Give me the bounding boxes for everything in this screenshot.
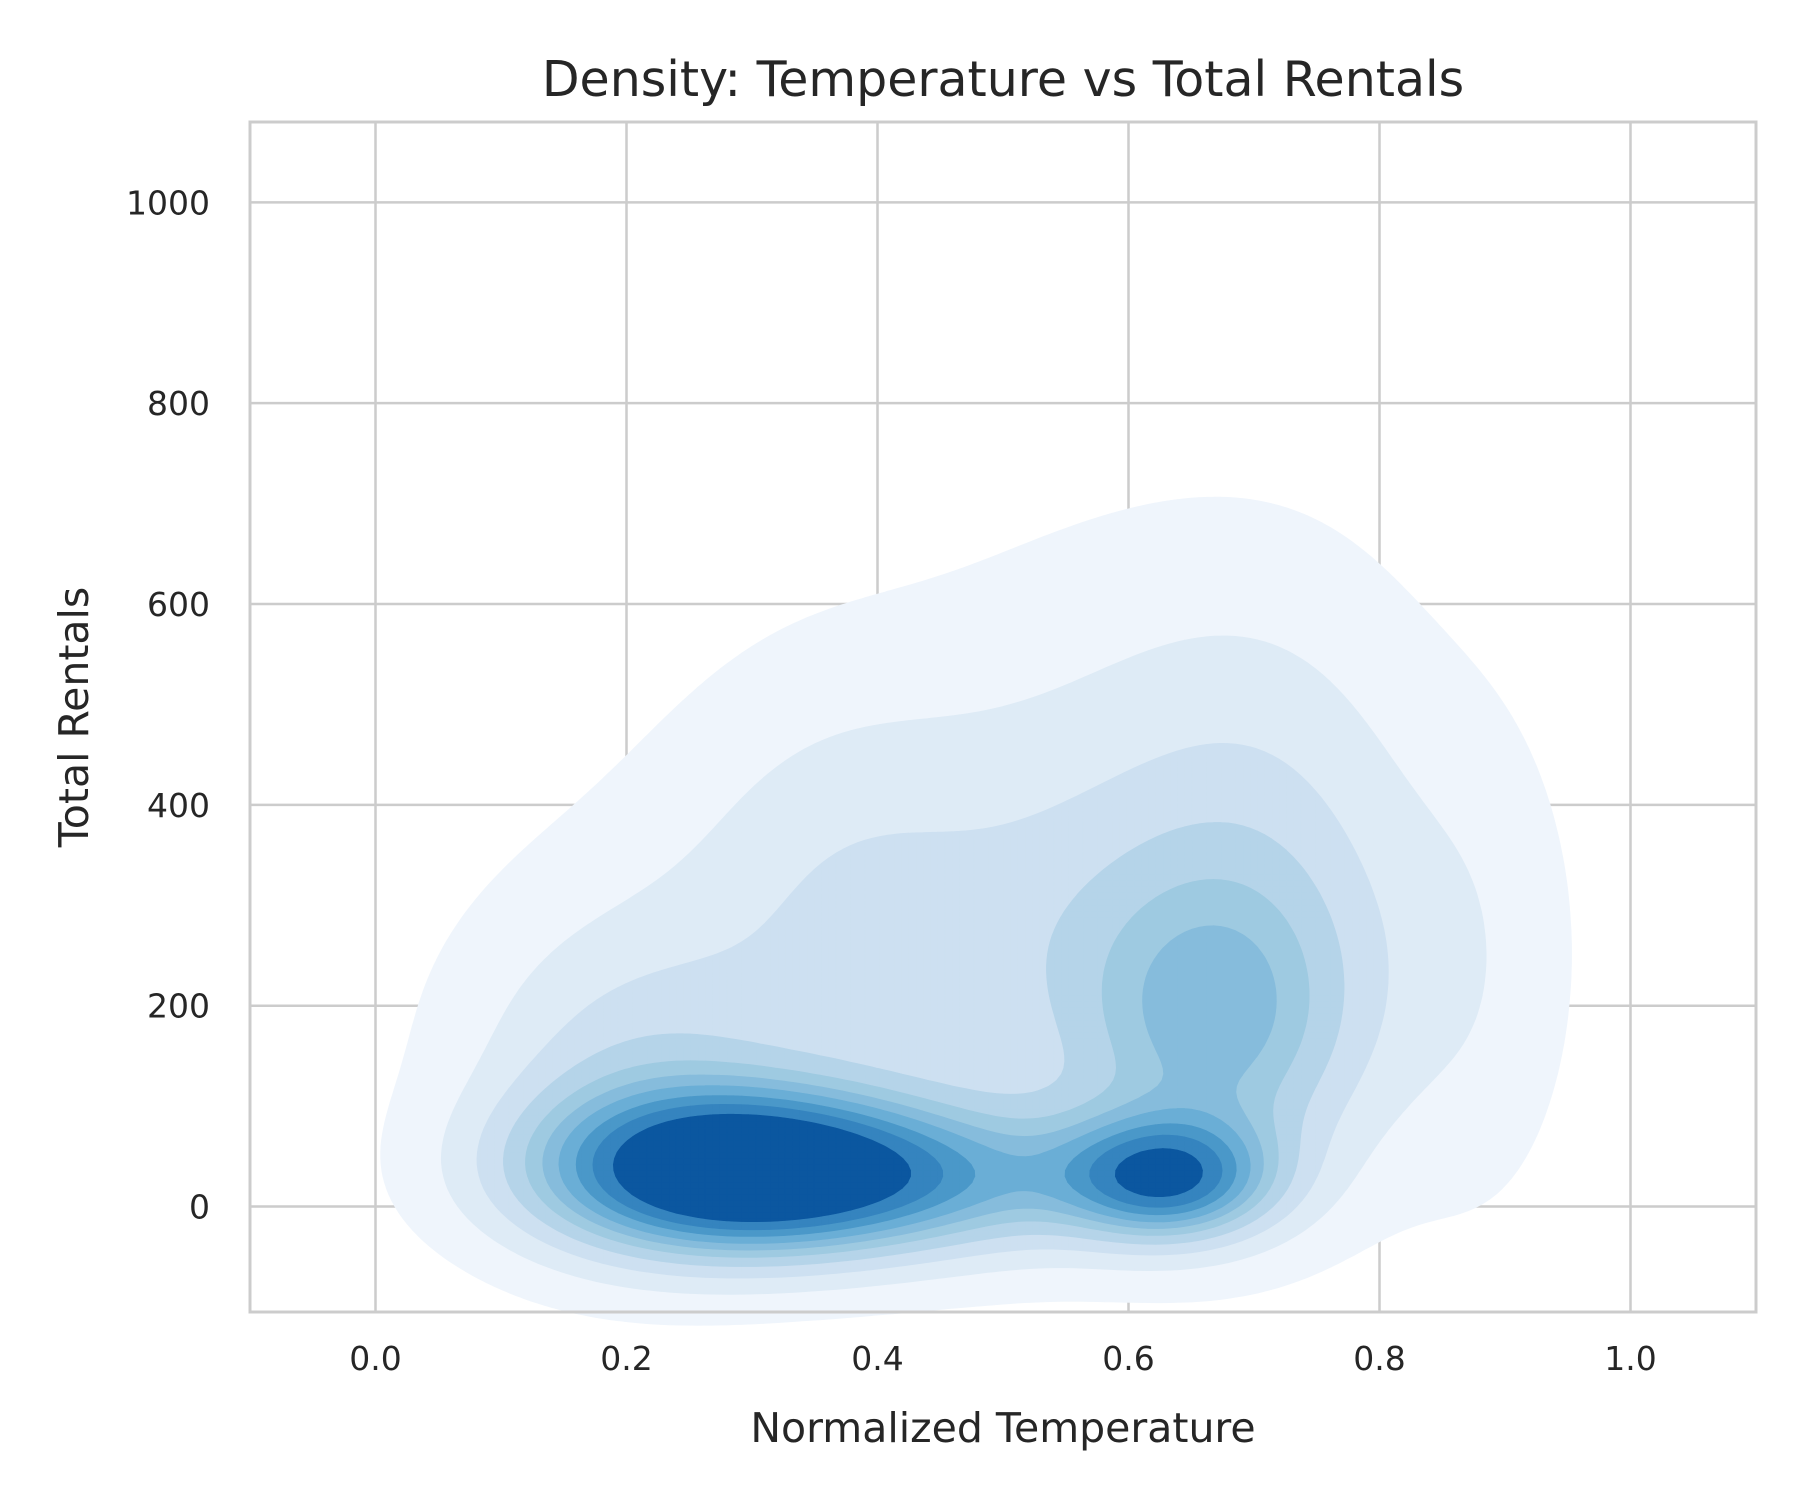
density-contours	[380, 496, 1572, 1326]
x-axis-label: Normalized Temperature	[750, 1404, 1255, 1452]
x-tick-label: 0.2	[600, 1339, 652, 1378]
x-tick-label: 0.4	[851, 1339, 903, 1378]
y-tick-label: 1000	[126, 183, 210, 222]
y-tick-label: 0	[189, 1188, 210, 1227]
x-tick-label: 0.6	[1102, 1339, 1154, 1378]
y-tick-label: 400	[147, 786, 210, 825]
chart-title: Density: Temperature vs Total Rentals	[542, 51, 1464, 108]
x-tick-label: 1.0	[1604, 1339, 1656, 1378]
y-tick-label: 200	[147, 987, 210, 1026]
tick-labels: 0.0 0.2 0.4 0.6 0.8 1.0 0 200 400 600 800 1000	[126, 183, 1657, 1378]
density-level-10	[612, 1113, 1204, 1223]
x-tick-label: 0.0	[349, 1339, 401, 1378]
y-axis-label: Total Rentals	[50, 587, 98, 849]
y-tick-label: 600	[147, 585, 210, 624]
y-tick-label: 800	[147, 384, 210, 423]
plot-frame	[248, 120, 1758, 1314]
x-tick-label: 0.8	[1353, 1339, 1405, 1378]
